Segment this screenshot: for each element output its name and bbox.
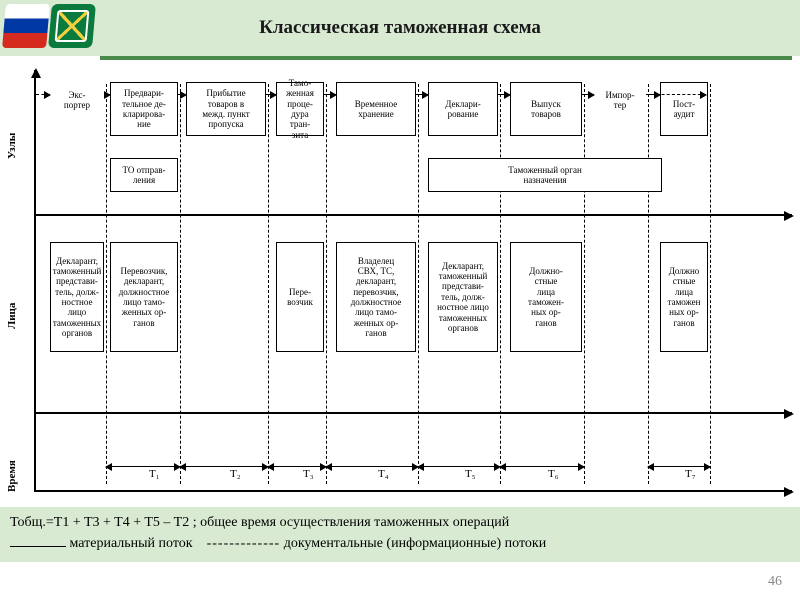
time-span-arrow [268, 466, 326, 467]
flow-arrow [104, 94, 110, 95]
time-span-arrow [418, 466, 500, 467]
flow-arrow [498, 94, 510, 95]
person-box: Должно стные лица таможен ных ор- ганов [660, 242, 708, 352]
node-box: Прибытие товаров в межд. пункт пропуска [186, 82, 266, 136]
solid-line-icon [10, 546, 66, 547]
axis-label-nodes: Узлы [6, 116, 24, 176]
page-number: 46 [768, 574, 782, 590]
column-guide [584, 84, 585, 484]
process-diagram: Узлы Лица Время Экс- портер Декларант, та… [0, 66, 800, 506]
time-label: T₆ [548, 468, 559, 480]
formula-line: Тобщ.=T1 + T3 + T4 + T5 – T2 ; общее вре… [10, 513, 790, 533]
column-guide [710, 84, 711, 484]
y-axis [34, 70, 36, 492]
dashed-line-icon: ------------- [207, 536, 281, 551]
slide-footer: Тобщ.=T1 + T3 + T4 + T5 – T2 ; общее вре… [0, 507, 800, 562]
slide-title: Классическая таможенная схема [0, 17, 800, 39]
slide-header: Классическая таможенная схема [0, 0, 800, 56]
axis-label-persons: Лица [6, 286, 24, 346]
time-label: T₂ [230, 468, 241, 480]
column-guide [268, 84, 269, 484]
header-rule [100, 56, 792, 60]
axis-time-row [34, 490, 792, 492]
time-label: T₇ [685, 468, 696, 480]
russia-flag-icon [2, 4, 50, 48]
time-span-arrow [648, 466, 710, 467]
time-span-arrow [326, 466, 418, 467]
node-box: Временное хранение [336, 82, 416, 136]
person-box: Декларант, таможенный представи- тель, д… [50, 242, 104, 352]
destination-authority-box: Таможенный орган назначения [428, 158, 662, 192]
person-box: Декларант, таможенный представи- тель, д… [428, 242, 498, 352]
flow-arrow [582, 94, 594, 95]
legend-doc: документальные (информационные) потоки [284, 536, 547, 551]
customs-emblem [4, 4, 100, 52]
axis-persons-row [34, 412, 792, 414]
time-span-arrow [106, 466, 180, 467]
person-box: Перевозчик, декларант, должностное лицо … [110, 242, 178, 352]
column-guide [500, 84, 501, 484]
flow-arrow [178, 94, 186, 95]
doc-flow-arrow [646, 94, 706, 95]
node-box-secondary: ТО отправ- ления [110, 158, 178, 192]
column-guide [418, 84, 419, 484]
time-label: T₄ [378, 468, 389, 480]
column-guide [648, 84, 649, 484]
column-guide [106, 84, 107, 484]
legend-material: материальный поток [70, 536, 193, 551]
node-box: Тамо- женная проце- дура тран- зита [276, 82, 324, 136]
node-box: Деклари- рование [428, 82, 498, 136]
time-label: T₃ [303, 468, 314, 480]
node-box: Импор- тер [594, 82, 646, 118]
legend-line: материальный поток ------------- докумен… [10, 534, 790, 554]
node-box: Выпуск товаров [510, 82, 582, 136]
node-box: Предвари- тельное де- кларирова- ние [110, 82, 178, 136]
time-label: T₁ [149, 468, 160, 480]
column-guide [326, 84, 327, 484]
time-label: T₅ [465, 468, 476, 480]
customs-shield-icon [48, 4, 96, 48]
axis-label-time: Время [6, 456, 24, 496]
node-box: Экс- портер [50, 82, 104, 118]
flow-arrow [324, 94, 336, 95]
column-guide [180, 84, 181, 484]
flow-arrow [416, 94, 428, 95]
person-box: Должно- стные лица таможен- ных ор- гано… [510, 242, 582, 352]
flow-arrow [266, 94, 276, 95]
person-box: Пере- возчик [276, 242, 324, 352]
time-span-arrow [500, 466, 584, 467]
axis-nodes-row [34, 214, 792, 216]
doc-flow-arrow [36, 94, 50, 95]
time-span-arrow [180, 466, 268, 467]
person-box: Владелец СВХ, ТС, декларант, перевозчик,… [336, 242, 416, 352]
